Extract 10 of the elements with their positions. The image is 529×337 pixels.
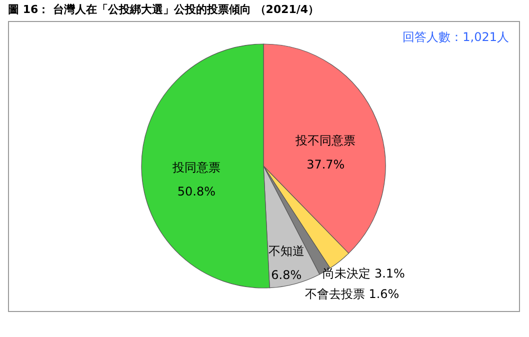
text: 回答人數：1,021人: [402, 30, 509, 44]
slice-label: 不會去投票 1.6%: [304, 286, 400, 301]
data-label: 6.8%: [271, 268, 302, 282]
data-label: 37.7%: [306, 158, 345, 172]
slice-label: 不知道: [268, 244, 304, 258]
slice-label: 投不同意票: [294, 134, 356, 148]
data-label: 50.8%: [177, 184, 216, 199]
chart-title: 圖 16： 台灣人在「公投綁大選」公投的投票傾向 （2021/4）: [8, 3, 320, 16]
slice-label: 尚未決定 3.1%: [322, 266, 405, 281]
slice-label: 投同意票: [171, 160, 220, 175]
